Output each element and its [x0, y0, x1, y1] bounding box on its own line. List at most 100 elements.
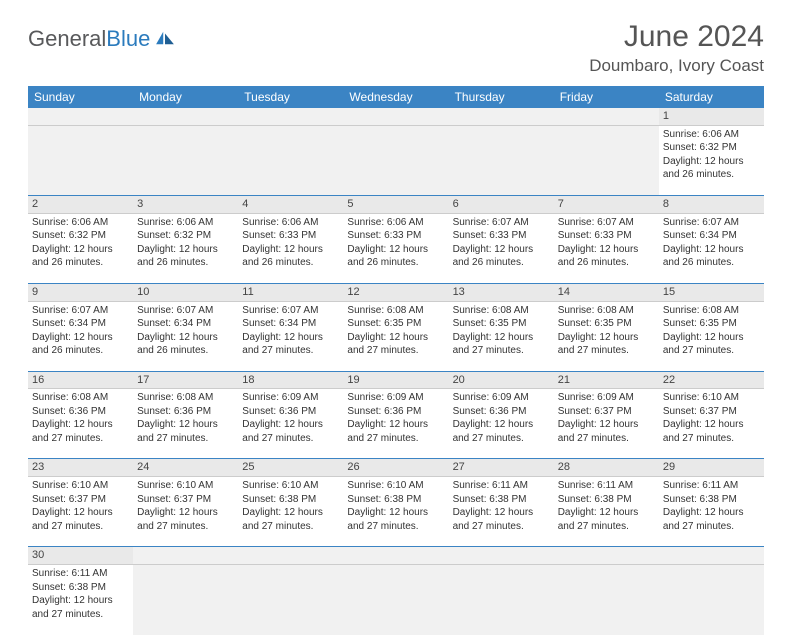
sunrise-line: Sunrise: 6:11 AM	[32, 567, 129, 581]
day-cell-content: Sunrise: 6:08 AMSunset: 6:35 PMDaylight:…	[347, 304, 444, 358]
day-cell-content: Sunrise: 6:07 AMSunset: 6:34 PMDaylight:…	[242, 304, 339, 358]
weekday-header: Monday	[133, 86, 238, 108]
day-cell-content: Sunrise: 6:08 AMSunset: 6:36 PMDaylight:…	[32, 391, 129, 445]
day-cell: Sunrise: 6:08 AMSunset: 6:35 PMDaylight:…	[449, 301, 554, 371]
sail-icon	[154, 30, 176, 46]
day1-line: Daylight: 12 hours	[32, 594, 129, 608]
day2-line: and 27 minutes.	[347, 520, 444, 534]
day1-line: Daylight: 12 hours	[32, 418, 129, 432]
week-row: Sunrise: 6:06 AMSunset: 6:32 PMDaylight:…	[28, 125, 764, 195]
day2-line: and 26 minutes.	[558, 256, 655, 270]
day-number-row: 23242526272829	[28, 459, 764, 477]
day1-line: Daylight: 12 hours	[242, 418, 339, 432]
day-cell-content: Sunrise: 6:09 AMSunset: 6:36 PMDaylight:…	[242, 391, 339, 445]
day-number-cell: 13	[449, 283, 554, 301]
sunset-line: Sunset: 6:34 PM	[137, 317, 234, 331]
day-number-cell: 8	[659, 195, 764, 213]
day1-line: Daylight: 12 hours	[137, 243, 234, 257]
day1-line: Daylight: 12 hours	[242, 243, 339, 257]
day-cell-content: Sunrise: 6:10 AMSunset: 6:37 PMDaylight:…	[32, 479, 129, 533]
day-cell: Sunrise: 6:07 AMSunset: 6:34 PMDaylight:…	[238, 301, 343, 371]
day-cell-content: Sunrise: 6:06 AMSunset: 6:33 PMDaylight:…	[347, 216, 444, 270]
day-number-cell: 6	[449, 195, 554, 213]
day-cell: Sunrise: 6:06 AMSunset: 6:33 PMDaylight:…	[238, 213, 343, 283]
day-cell	[238, 125, 343, 195]
logo-text-general: General	[28, 26, 106, 52]
day2-line: and 27 minutes.	[32, 432, 129, 446]
day-cell: Sunrise: 6:10 AMSunset: 6:37 PMDaylight:…	[28, 477, 133, 547]
day-cell-content: Sunrise: 6:10 AMSunset: 6:38 PMDaylight:…	[242, 479, 339, 533]
day-number-cell: 21	[554, 371, 659, 389]
sunset-line: Sunset: 6:32 PM	[137, 229, 234, 243]
weekday-header-row: SundayMondayTuesdayWednesdayThursdayFrid…	[28, 86, 764, 108]
day-cell	[133, 565, 238, 635]
day1-line: Daylight: 12 hours	[137, 506, 234, 520]
day-number-cell	[238, 108, 343, 125]
day-cell: Sunrise: 6:07 AMSunset: 6:34 PMDaylight:…	[133, 301, 238, 371]
sunset-line: Sunset: 6:37 PM	[32, 493, 129, 507]
week-row: Sunrise: 6:10 AM Sunset: 6:37 PM Daylight:…	[28, 477, 764, 547]
day-number-cell: 15	[659, 283, 764, 301]
day2-line: and 27 minutes.	[558, 344, 655, 358]
sunrise-line: Sunrise: 6:07 AM	[453, 216, 550, 230]
day-number-cell: 12	[343, 283, 448, 301]
day2-line: and 27 minutes.	[663, 344, 760, 358]
day-number-cell: 25	[238, 459, 343, 477]
day1-line: Daylight: 12 hours	[242, 331, 339, 345]
sunrise-line: Sunrise: 6:11 AM	[558, 479, 655, 493]
day-number-cell	[238, 547, 343, 565]
weekday-header: Friday	[554, 86, 659, 108]
day-cell: Sunrise: 6:07 AMSunset: 6:34 PMDaylight:…	[28, 301, 133, 371]
day-number-cell	[659, 547, 764, 565]
day2-line: and 26 minutes.	[663, 256, 760, 270]
day-cell-content: Sunrise: 6:11 AMSunset: 6:38 PMDaylight:…	[663, 479, 760, 533]
sunset-line: Sunset: 6:38 PM	[32, 581, 129, 595]
day1-line: Daylight: 12 hours	[347, 331, 444, 345]
sunset-line: Sunset: 6:35 PM	[453, 317, 550, 331]
sunset-line: Sunset: 6:33 PM	[453, 229, 550, 243]
weekday-header: Sunday	[28, 86, 133, 108]
day1-line: Daylight: 12 hours	[347, 418, 444, 432]
logo: GeneralBlue	[28, 20, 176, 52]
day-number-cell	[449, 108, 554, 125]
day1-line: Daylight: 12 hours	[663, 243, 760, 257]
sunrise-line: Sunrise: 6:08 AM	[453, 304, 550, 318]
day-cell-content: Sunrise: 6:08 AMSunset: 6:35 PMDaylight:…	[663, 304, 760, 358]
day-number-cell: 17	[133, 371, 238, 389]
day-cell: Sunrise: 6:08 AMSunset: 6:35 PMDaylight:…	[343, 301, 448, 371]
day-number-row: 2345678	[28, 195, 764, 213]
day-number-row: 9101112131415	[28, 283, 764, 301]
sunrise-line: Sunrise: 6:06 AM	[242, 216, 339, 230]
day2-line: and 27 minutes.	[242, 432, 339, 446]
day-number-row: 16171819202122	[28, 371, 764, 389]
day1-line: Daylight: 12 hours	[137, 418, 234, 432]
header: GeneralBlue June 2024 Doumbaro, Ivory Co…	[28, 20, 764, 76]
sunset-line: Sunset: 6:36 PM	[32, 405, 129, 419]
day-cell: Sunrise: 6:10 AMSunset: 6:38 PMDaylight:…	[238, 477, 343, 547]
day-cell: Sunrise: 6:09 AMSunset: 6:36 PMDaylight:…	[343, 389, 448, 459]
day1-line: Daylight: 12 hours	[32, 243, 129, 257]
day-number-cell: 14	[554, 283, 659, 301]
day-cell-content: Sunrise: 6:09 AMSunset: 6:37 PMDaylight:…	[558, 391, 655, 445]
day-number-row: 30	[28, 547, 764, 565]
sunset-line: Sunset: 6:33 PM	[558, 229, 655, 243]
day1-line: Daylight: 12 hours	[558, 243, 655, 257]
day1-line: Daylight: 12 hours	[32, 331, 129, 345]
day-number-cell: 4	[238, 195, 343, 213]
day-number-cell: 3	[133, 195, 238, 213]
day-cell	[659, 565, 764, 635]
sunrise-line: Sunrise: 6:10 AM	[347, 479, 444, 493]
day-number-cell	[343, 547, 448, 565]
day-number-cell	[133, 108, 238, 125]
day-number-cell: 16	[28, 371, 133, 389]
sunset-line: Sunset: 6:33 PM	[242, 229, 339, 243]
day-number-cell: 1	[659, 108, 764, 125]
day1-line: Daylight: 12 hours	[347, 243, 444, 257]
sunrise-line: Sunrise: 6:07 AM	[32, 304, 129, 318]
day-cell-content: Sunrise: 6:07 AMSunset: 6:34 PMDaylight:…	[32, 304, 129, 358]
sunrise-line: Sunrise: 6:08 AM	[347, 304, 444, 318]
day-number-cell: 11	[238, 283, 343, 301]
sunrise-line: Sunrise: 6:10 AM	[663, 391, 760, 405]
day-cell: Sunrise: 6:11 AMSunset: 6:38 PMDaylight:…	[554, 477, 659, 547]
day-cell-content: Sunrise: 6:06 AMSunset: 6:32 PMDaylight:…	[32, 216, 129, 270]
